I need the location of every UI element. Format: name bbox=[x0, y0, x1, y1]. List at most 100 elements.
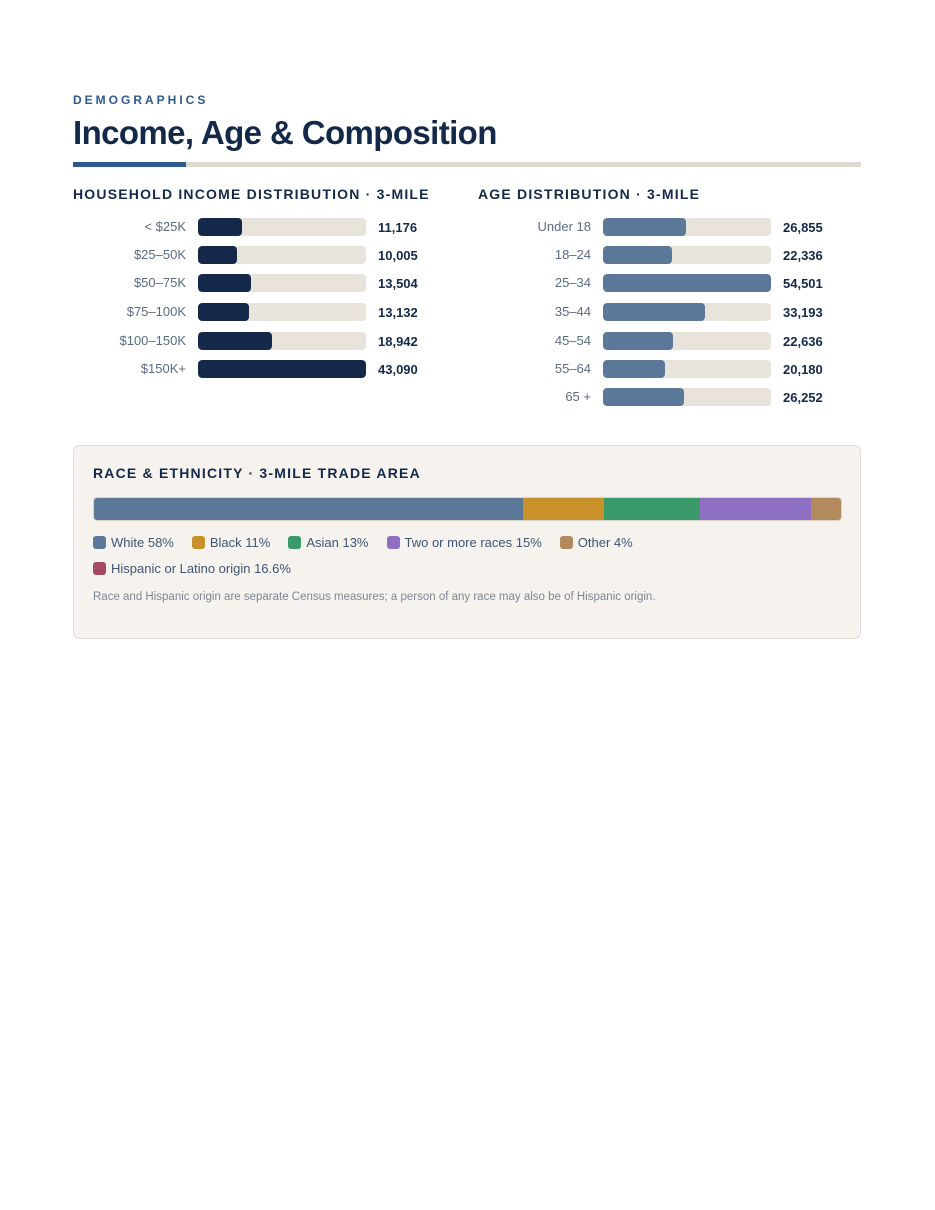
income-category-label: $25–50K bbox=[133, 247, 186, 262]
legend-item: Asian 13% bbox=[288, 534, 369, 550]
income-value-label: 13,504 bbox=[378, 276, 418, 291]
income-bar bbox=[198, 332, 272, 350]
age-bar bbox=[603, 218, 686, 236]
race-legend-row: White 58% Black 11% Asian 13% Two or more r… bbox=[93, 534, 842, 550]
race-legend: White 58% Black 11% Asian 13% Two or more r… bbox=[93, 535, 842, 587]
legend-swatch bbox=[191, 535, 205, 549]
legend-label: Hispanic or Latino origin 16.6% bbox=[111, 560, 291, 576]
race-footnote: Race and Hispanic origin are separate Ce… bbox=[93, 591, 656, 603]
income-bar-row: $150K+ 43,090 bbox=[73, 360, 453, 379]
age-value-label: 33,193 bbox=[783, 305, 823, 320]
section-kicker: DEMOGRAPHICS bbox=[73, 93, 209, 107]
income-value-label: 13,132 bbox=[378, 305, 418, 320]
age-bar-row: 25–34 54,501 bbox=[478, 274, 858, 293]
age-bar-row: 35–44 33,193 bbox=[478, 303, 858, 322]
age-bar-track bbox=[603, 218, 771, 236]
income-bar-row: $25–50K 10,005 bbox=[73, 246, 453, 265]
legend-swatch bbox=[386, 535, 400, 549]
legend-label: White 58% bbox=[111, 534, 174, 550]
legend-item: Other 4% bbox=[559, 534, 633, 550]
age-bar bbox=[603, 388, 684, 406]
age-bar-row: Under 18 26,855 bbox=[478, 218, 858, 237]
race-segment-asian bbox=[604, 498, 701, 520]
income-bar-track bbox=[198, 274, 366, 292]
income-value-label: 43,090 bbox=[378, 362, 418, 377]
age-category-label: Under 18 bbox=[537, 219, 591, 234]
age-category-label: 35–44 bbox=[554, 304, 591, 319]
income-bar-row: $50–75K 13,504 bbox=[73, 274, 453, 293]
race-segment-white bbox=[94, 498, 523, 520]
income-bar bbox=[198, 218, 242, 236]
income-bar-track bbox=[198, 332, 366, 350]
age-bar bbox=[603, 332, 673, 350]
age-bar-track bbox=[603, 246, 771, 264]
income-bar-row: $100–150K 18,942 bbox=[73, 332, 453, 351]
age-bar bbox=[603, 360, 665, 378]
income-category-label: $50–75K bbox=[133, 275, 186, 290]
age-bar-row: 55–64 20,180 bbox=[478, 360, 858, 379]
income-bar-track bbox=[198, 246, 366, 264]
race-ethnicity-card: RACE & ETHNICITY · 3-MILE TRADE AREA Whi… bbox=[73, 445, 861, 639]
legend-label: Asian 13% bbox=[306, 534, 369, 550]
income-bar bbox=[198, 274, 251, 292]
legend-item: Hispanic or Latino origin 16.6% bbox=[93, 561, 291, 576]
age-value-label: 26,855 bbox=[783, 220, 823, 235]
race-segment-other bbox=[811, 498, 841, 520]
income-value-label: 10,005 bbox=[378, 248, 418, 263]
legend-item: Two or more races 15% bbox=[386, 534, 542, 550]
income-category-label: < $25K bbox=[144, 219, 186, 234]
income-bar-track bbox=[198, 360, 366, 378]
legend-label: Black 11% bbox=[209, 534, 271, 550]
race-segment-two-or-more-races bbox=[700, 498, 812, 520]
age-category-label: 25–34 bbox=[554, 275, 591, 290]
page-title: Income, Age & Composition bbox=[73, 114, 497, 151]
age-bar bbox=[603, 274, 771, 292]
income-bar-track bbox=[198, 303, 366, 321]
income-bar-row: < $25K 11,176 bbox=[73, 218, 453, 237]
age-bar bbox=[603, 303, 705, 321]
income-value-label: 18,942 bbox=[378, 334, 418, 349]
age-value-label: 26,252 bbox=[783, 390, 823, 405]
income-bar-rows: < $25K 11,176 $25–50K 10,005 $50–75K 13,504 $7… bbox=[73, 218, 453, 379]
age-category-label: 55–64 bbox=[554, 361, 591, 376]
age-bar-track bbox=[603, 388, 771, 406]
race-chart-title: RACE & ETHNICITY · 3-MILE TRADE AREA bbox=[93, 465, 421, 481]
legend-swatch bbox=[93, 535, 106, 549]
age-category-label: 18–24 bbox=[554, 247, 591, 262]
legend-swatch bbox=[93, 561, 106, 575]
age-value-label: 22,636 bbox=[783, 334, 823, 349]
age-bar-track bbox=[603, 303, 771, 321]
income-distribution-chart: HOUSEHOLD INCOME DISTRIBUTION · 3-MILE <… bbox=[73, 186, 453, 379]
age-bar-track bbox=[603, 332, 771, 350]
age-bar-row: 45–54 22,636 bbox=[478, 332, 858, 351]
age-value-label: 22,336 bbox=[783, 248, 823, 263]
age-chart-title: AGE DISTRIBUTION · 3-MILE bbox=[478, 186, 701, 202]
title-rule bbox=[73, 162, 861, 167]
legend-swatch bbox=[559, 535, 573, 549]
legend-label: Other 4% bbox=[577, 534, 633, 550]
legend-item: Black 11% bbox=[191, 534, 271, 550]
income-bar-row: $75–100K 13,132 bbox=[73, 303, 453, 322]
age-bar bbox=[603, 246, 672, 264]
age-category-label: 45–54 bbox=[554, 333, 591, 348]
income-value-label: 11,176 bbox=[378, 220, 418, 235]
legend-item: White 58% bbox=[93, 535, 174, 550]
income-chart-title: HOUSEHOLD INCOME DISTRIBUTION · 3-MILE bbox=[73, 186, 430, 202]
income-category-label: $150K+ bbox=[140, 361, 186, 376]
title-rule-accent bbox=[73, 162, 186, 167]
age-bar-row: 65 + 26,252 bbox=[478, 388, 858, 407]
age-bar-row: 18–24 22,336 bbox=[478, 246, 858, 265]
income-category-label: $75–100K bbox=[126, 304, 186, 319]
age-bar-rows: Under 18 26,855 18–24 22,336 25–34 54,501 35–4… bbox=[478, 218, 858, 407]
income-category-label: $100–150K bbox=[119, 333, 186, 348]
race-segment-black bbox=[522, 498, 605, 520]
age-value-label: 54,501 bbox=[783, 276, 823, 291]
income-bar bbox=[198, 246, 237, 264]
age-bar-track bbox=[603, 360, 771, 378]
age-distribution-chart: AGE DISTRIBUTION · 3-MILE Under 18 26,855… bbox=[478, 186, 858, 407]
income-bar bbox=[198, 303, 249, 321]
age-category-label: 65 + bbox=[565, 389, 591, 404]
legend-label: Two or more races 15% bbox=[404, 534, 542, 550]
race-stacked-bar bbox=[93, 497, 842, 521]
race-legend-row-extra: Hispanic or Latino origin 16.6% bbox=[93, 561, 842, 576]
